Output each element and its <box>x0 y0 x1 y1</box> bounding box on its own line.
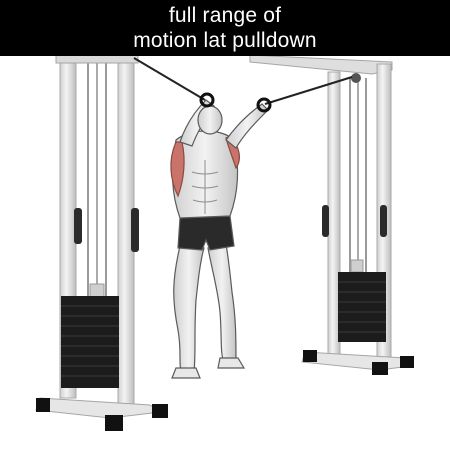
right-foot-1 <box>303 350 317 362</box>
left-foot <box>171 367 201 379</box>
right-weight-stack <box>338 272 386 342</box>
left-base-frame <box>35 397 162 419</box>
left-cable-tower <box>35 54 168 431</box>
right-top-beam <box>249 54 393 75</box>
caption-line-1: full range of <box>168 4 282 27</box>
right-foot-2 <box>372 362 388 375</box>
caption-banner: full range of motion lat pulldown <box>0 0 450 56</box>
left-top-cap <box>55 54 139 64</box>
right-cable-handle <box>256 97 272 113</box>
right-adjust-handle <box>322 205 329 237</box>
left-latissimus-highlight <box>170 141 185 198</box>
right-foot <box>217 357 246 369</box>
head <box>197 105 223 135</box>
right-base-frame <box>301 351 411 371</box>
right-pulley <box>351 73 361 83</box>
left-pull-cable <box>133 57 206 101</box>
caption-line-2: motion lat pulldown <box>133 29 317 52</box>
right-adjust-handle-2 <box>380 205 387 237</box>
left-weight-stack <box>61 296 119 388</box>
left-stack-pin <box>89 283 105 299</box>
right-stack-pin <box>350 259 364 273</box>
left-adjust-handle-2 <box>131 208 139 252</box>
left-foot-2 <box>105 415 123 431</box>
left-cable-handle <box>199 92 215 108</box>
right-pull-cable <box>264 76 353 105</box>
athlete-figure <box>170 92 272 379</box>
left-adjust-handle <box>74 208 82 244</box>
abdominal-lines <box>191 160 219 214</box>
right-foot-3 <box>400 356 414 368</box>
right-leg <box>207 243 237 363</box>
left-foot-1 <box>36 398 50 412</box>
shorts <box>177 215 235 251</box>
right-cable-tower <box>249 54 414 375</box>
left-foot-3 <box>152 404 168 418</box>
left-leg <box>173 245 205 373</box>
